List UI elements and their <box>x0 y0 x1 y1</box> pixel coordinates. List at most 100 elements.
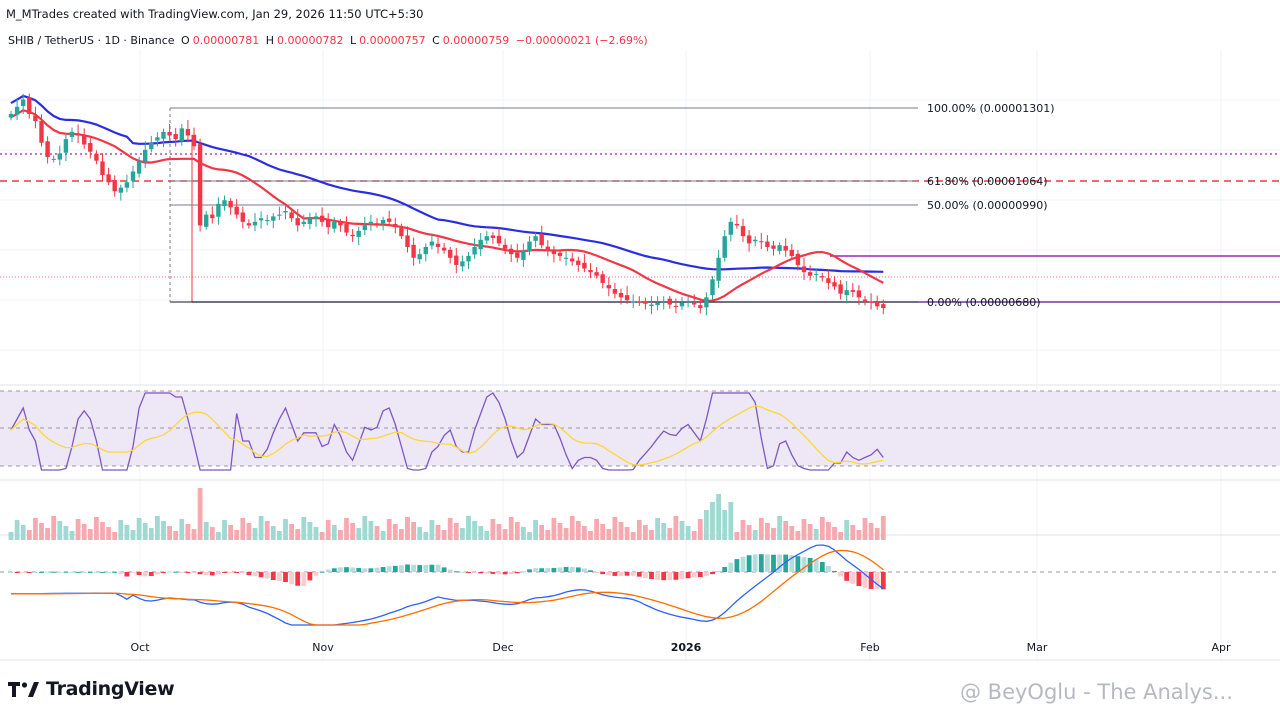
volume-bar-64 <box>399 529 404 540</box>
macd-hist-127 <box>783 554 789 572</box>
tradingview-logo[interactable]: TradingView <box>8 678 175 700</box>
candle-58 <box>362 216 367 236</box>
candle-body <box>643 301 648 304</box>
macd-hist-29 <box>185 572 191 573</box>
volume-bar-67 <box>417 527 423 540</box>
macd-hist-1 <box>14 572 20 573</box>
macd-hist-81 <box>502 572 508 575</box>
candle-7 <box>51 155 56 163</box>
candle-140 <box>862 295 868 306</box>
candle-80 <box>496 227 502 247</box>
volume-bar-2 <box>20 525 26 540</box>
candle-body <box>612 289 618 294</box>
macd-hist-121 <box>746 555 752 572</box>
volume-bar-54 <box>338 530 343 540</box>
candle-body <box>124 182 130 188</box>
candle-0 <box>8 111 14 121</box>
macd-hist-7 <box>51 571 57 573</box>
candle-body <box>509 248 514 255</box>
candle-body <box>14 106 20 115</box>
candle-47 <box>295 209 300 232</box>
macd-hist-39 <box>246 572 252 576</box>
candle-body <box>881 304 886 309</box>
volume-bar-55 <box>344 518 349 540</box>
macd-hist-40 <box>252 572 258 577</box>
macd-hist-33 <box>209 572 215 576</box>
candle-114 <box>704 292 709 316</box>
macd-hist-72 <box>447 569 453 572</box>
chart-attribution: M_MTrades created with TradingView.com, … <box>6 7 424 21</box>
tradingview-logo-text: TradingView <box>46 678 175 700</box>
macd-hist-114 <box>704 572 709 577</box>
candle-body <box>51 158 56 160</box>
volume-bar-3 <box>26 530 32 540</box>
macd-hist-90 <box>557 567 563 572</box>
volume-bar-136 <box>838 532 843 540</box>
macd-hist-87 <box>539 568 545 572</box>
macd-hist-23 <box>148 572 154 577</box>
rsi-pane <box>0 390 1280 471</box>
candle-body <box>563 257 569 259</box>
macd-hist-51 <box>319 571 325 573</box>
volume-bar-117 <box>722 510 728 540</box>
candle-15 <box>100 153 105 182</box>
candle-46 <box>289 208 294 222</box>
volume-bar-79 <box>490 519 496 540</box>
candle-body <box>856 290 862 298</box>
candle-79 <box>490 232 496 245</box>
volume-bar-36 <box>228 525 233 540</box>
candle-61 <box>380 216 386 231</box>
candle-body <box>204 214 209 227</box>
candle-104 <box>643 297 648 310</box>
volume-bar-7 <box>51 516 57 540</box>
volume-bar-100 <box>618 522 624 540</box>
macd-hist-79 <box>490 572 496 574</box>
macd-hist-31 <box>197 572 203 575</box>
candle-143 <box>881 299 886 315</box>
candle-35 <box>222 195 227 211</box>
candle-88 <box>545 240 550 257</box>
candle-body <box>734 223 740 226</box>
macd-hist-14 <box>94 571 99 573</box>
volume-bar-105 <box>649 530 654 540</box>
macd-hist-18 <box>118 572 124 574</box>
candle-body <box>332 221 337 229</box>
macd-hist-91 <box>563 566 569 572</box>
change-value: −0.00000021 (−2.69%) <box>515 34 648 47</box>
low-value: 0.00000757 <box>359 34 426 47</box>
candle-body <box>8 113 14 118</box>
candle-24 <box>155 132 160 147</box>
symbol-name[interactable]: SHIB / TetherUS · 1D · Binance <box>8 34 175 47</box>
volume-bar-99 <box>612 517 618 540</box>
macd-hist-27 <box>173 571 179 573</box>
signal-line <box>10 549 884 626</box>
candle-body <box>387 218 392 222</box>
candle-94 <box>582 254 587 273</box>
candle-body <box>33 115 38 122</box>
candle-68 <box>423 243 428 262</box>
macd-hist-133 <box>819 561 825 572</box>
candle-109 <box>673 298 679 314</box>
candle-75 <box>466 252 471 269</box>
volume-bar-92 <box>569 516 575 540</box>
x-tick-Feb: Feb <box>860 641 879 654</box>
volume-bar-38 <box>240 518 246 540</box>
candle-body <box>631 301 636 303</box>
macd-hist-117 <box>722 566 728 572</box>
candle-30 <box>191 127 197 150</box>
candle-118 <box>728 217 733 242</box>
candle-122 <box>753 236 758 247</box>
candle-64 <box>399 223 404 240</box>
rsi-line <box>10 392 884 471</box>
candle-110 <box>679 296 685 310</box>
volume-bar-78 <box>484 531 490 540</box>
candle-115 <box>710 276 715 300</box>
volume-bar-142 <box>874 528 880 540</box>
volume-bar-49 <box>307 522 313 540</box>
candle-body <box>789 249 794 256</box>
macd-hist-128 <box>789 555 795 572</box>
candle-90 <box>557 249 563 261</box>
x-tick-Apr: Apr <box>1211 641 1231 654</box>
candle-112 <box>692 294 697 308</box>
